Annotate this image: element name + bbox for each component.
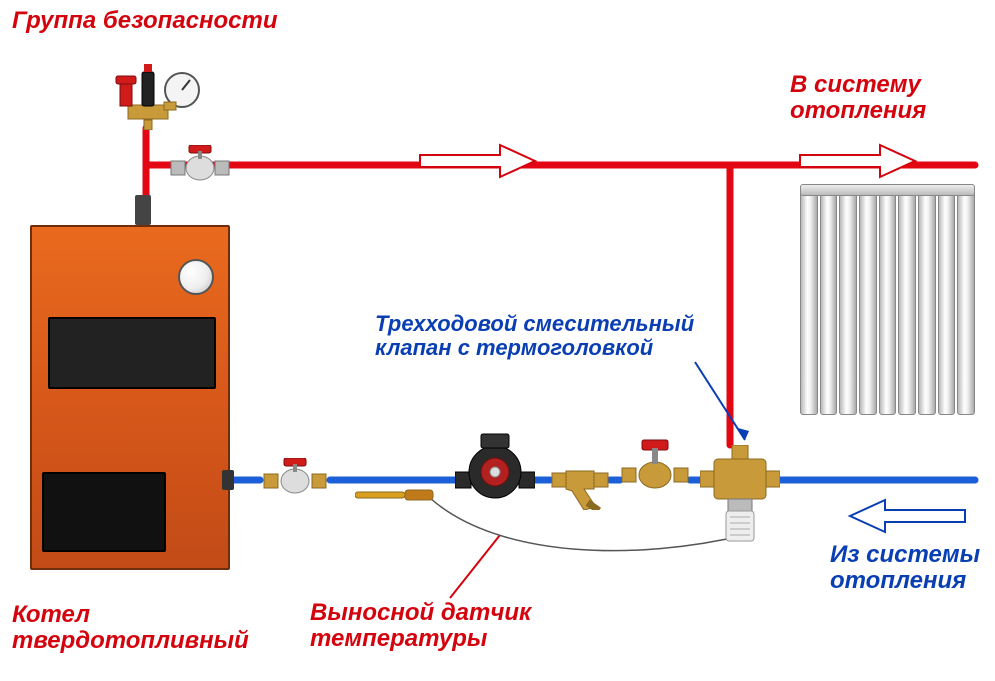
radiator-top: [800, 184, 975, 196]
label-safety-group: Группа безопасности: [12, 8, 278, 34]
return-ball-valve-mid: [620, 438, 690, 493]
label-remote-sensor: Выносной датчик температуры: [310, 600, 531, 653]
boiler-thermometer-gauge: [178, 259, 214, 295]
boiler-return-port: [222, 470, 234, 490]
radiator: [800, 190, 975, 415]
diagram-stage: Группа безопасности В систему отопления …: [0, 0, 995, 681]
boiler-firebox-door: [42, 472, 166, 552]
label-mixing-valve: Трехходовой смесительный клапан с термог…: [375, 312, 694, 360]
return-ball-valve-boiler: [260, 458, 330, 502]
three-way-mixing-valve: [700, 445, 780, 545]
solid-fuel-boiler: [30, 225, 230, 570]
safety-group: [110, 50, 210, 130]
circulation-pump: [455, 432, 535, 502]
strainer-filter: [550, 455, 610, 510]
boiler-outlet-pipe: [135, 195, 151, 225]
label-to-system: В систему отопления: [790, 72, 926, 125]
label-from-system: Из системы отопления: [830, 542, 980, 595]
label-boiler: Котел твердотопливный: [12, 602, 249, 655]
supply-ball-valve: [165, 145, 235, 189]
remote-temperature-sensor: [355, 488, 435, 504]
boiler-top-panel: [48, 317, 216, 389]
